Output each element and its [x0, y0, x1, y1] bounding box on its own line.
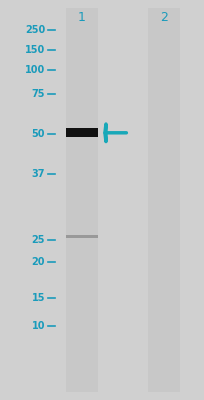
Text: 15: 15: [31, 293, 45, 303]
Text: 50: 50: [31, 129, 45, 139]
Bar: [66, 128, 98, 137]
Text: 20: 20: [31, 257, 45, 267]
Text: 150: 150: [25, 45, 45, 55]
Text: 10: 10: [31, 321, 45, 331]
Bar: [66, 235, 98, 238]
Text: 1: 1: [78, 11, 85, 24]
Bar: [66, 8, 98, 392]
Text: 2: 2: [159, 11, 167, 24]
Text: 100: 100: [25, 65, 45, 75]
Bar: [147, 8, 179, 392]
Text: 37: 37: [31, 169, 45, 179]
Text: 250: 250: [25, 25, 45, 35]
Text: 25: 25: [31, 235, 45, 245]
Text: 75: 75: [31, 89, 45, 99]
